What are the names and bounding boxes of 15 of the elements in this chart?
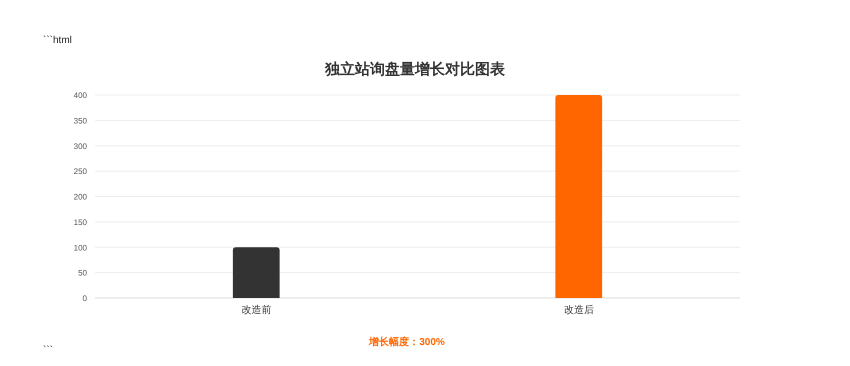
- y-tick-label: 50: [78, 268, 88, 278]
- text: 增长幅度：300%: [368, 336, 445, 348]
- y-tick-label: 200: [74, 192, 88, 202]
- x-tick-label: 改造后: [564, 304, 594, 316]
- y-tick-label: 0: [82, 294, 88, 303]
- y-tick-label: 250: [74, 167, 88, 176]
- y-tick-label: 350: [74, 116, 88, 126]
- chart-title: 独立站询盘量增长对比图表: [324, 60, 506, 78]
- text: ```: [43, 345, 53, 356]
- text: ```html: [43, 35, 72, 46]
- y-tick-label: 150: [74, 218, 88, 227]
- y-tick-label: 400: [74, 91, 88, 100]
- y-tick-label: 300: [74, 142, 88, 151]
- x-tick-label: 改造前: [241, 304, 272, 316]
- y-tick-label: 100: [74, 243, 88, 252]
